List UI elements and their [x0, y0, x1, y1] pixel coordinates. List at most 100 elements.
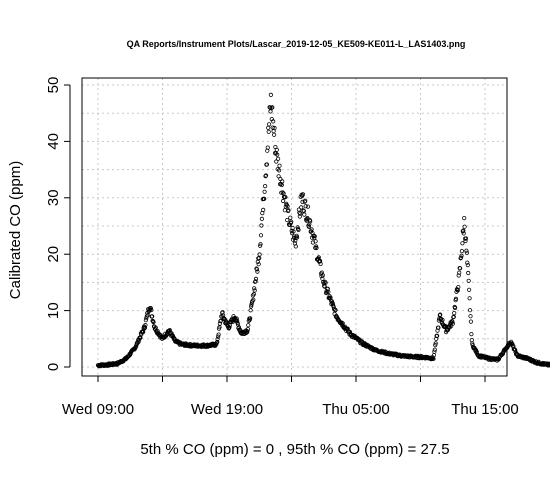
data-point — [298, 211, 303, 216]
x-axis: Wed 09:00 Wed 19:00 Thu 05:00 Thu 15:00 — [62, 375, 519, 418]
data-point — [254, 267, 259, 272]
data-point — [262, 189, 267, 194]
data-point — [326, 289, 331, 295]
data-point — [274, 147, 279, 152]
data-point — [291, 229, 296, 234]
data-point — [236, 325, 241, 330]
data-point — [438, 312, 443, 317]
footer-stats: 5th % CO (ppm) = 0 , 95th % CO (ppm) = 2… — [140, 441, 449, 458]
data-point — [263, 174, 268, 179]
data-point — [465, 262, 470, 268]
data-point — [262, 196, 267, 201]
data-point — [297, 210, 302, 215]
data-point — [460, 241, 465, 246]
data-point — [312, 234, 317, 239]
data-point — [308, 219, 313, 224]
data-points — [95, 92, 550, 369]
data-point — [257, 252, 262, 257]
data-point — [255, 269, 260, 274]
data-point — [453, 296, 459, 301]
data-point — [286, 208, 291, 213]
data-point — [151, 320, 156, 325]
data-point — [264, 162, 269, 167]
chart-title: QA Reports/Instrument Plots/Lascar_2019-… — [127, 39, 466, 49]
data-point — [283, 195, 288, 200]
data-point — [136, 339, 141, 344]
data-point — [261, 207, 266, 212]
data-point — [296, 227, 301, 232]
data-point — [143, 322, 148, 328]
data-point — [285, 204, 290, 209]
data-point — [252, 286, 257, 291]
data-point — [143, 318, 148, 323]
data-point — [463, 238, 468, 244]
data-point — [263, 173, 269, 178]
y-tick-label: 0 — [45, 363, 62, 371]
data-point — [459, 253, 464, 258]
data-point — [245, 329, 250, 334]
data-point — [271, 119, 276, 124]
data-point — [452, 310, 457, 316]
data-point — [463, 236, 469, 241]
plot-frame — [81, 77, 508, 377]
data-point — [451, 314, 456, 319]
data-point — [216, 334, 221, 339]
data-point — [294, 235, 300, 240]
data-point — [149, 307, 154, 313]
data-point — [150, 314, 155, 319]
data-point — [270, 125, 275, 130]
x-tick-label: Wed 09:00 — [62, 401, 134, 418]
y-axis-label: Calibrated CO (ppm) — [7, 161, 24, 299]
data-point — [215, 336, 220, 342]
data-point — [299, 205, 304, 210]
data-point — [266, 122, 272, 127]
data-point — [305, 204, 310, 209]
data-point — [269, 106, 274, 111]
data-point — [245, 326, 250, 332]
data-point — [235, 318, 240, 323]
data-point — [266, 129, 271, 134]
data-point — [468, 319, 473, 324]
data-point — [466, 287, 472, 292]
data-point — [469, 337, 474, 343]
data-point — [259, 216, 264, 221]
data-point — [248, 308, 253, 313]
data-point — [297, 214, 302, 219]
data-point — [462, 216, 467, 221]
data-point — [301, 208, 306, 213]
x-tick-label: Thu 05:00 — [322, 401, 390, 418]
data-point — [433, 342, 438, 348]
data-point — [256, 262, 261, 267]
data-point — [457, 266, 463, 271]
data-point — [318, 261, 323, 266]
data-point — [322, 283, 327, 289]
y-tick-label: 30 — [45, 189, 62, 206]
data-point — [253, 279, 258, 284]
data-point — [465, 260, 470, 265]
data-point — [167, 327, 172, 333]
data-point — [436, 325, 441, 330]
data-point — [251, 292, 256, 297]
data-point — [262, 184, 268, 189]
data-point — [277, 163, 282, 168]
x-tick-label: Wed 19:00 — [191, 401, 263, 418]
data-point — [323, 280, 328, 285]
data-point — [300, 192, 306, 197]
data-point — [440, 317, 445, 323]
data-point — [450, 321, 455, 326]
data-point — [218, 318, 223, 323]
data-point — [314, 245, 319, 251]
y-tick-label: 20 — [45, 246, 62, 263]
data-point — [285, 218, 290, 223]
data-point — [268, 109, 273, 114]
data-point — [548, 362, 550, 367]
y-tick-label: 10 — [45, 302, 62, 319]
data-point — [302, 212, 307, 217]
data-point — [303, 204, 308, 209]
data-point — [248, 316, 253, 321]
data-point — [216, 332, 221, 337]
data-point — [330, 300, 335, 306]
data-point — [259, 223, 264, 228]
data-point — [306, 224, 311, 229]
